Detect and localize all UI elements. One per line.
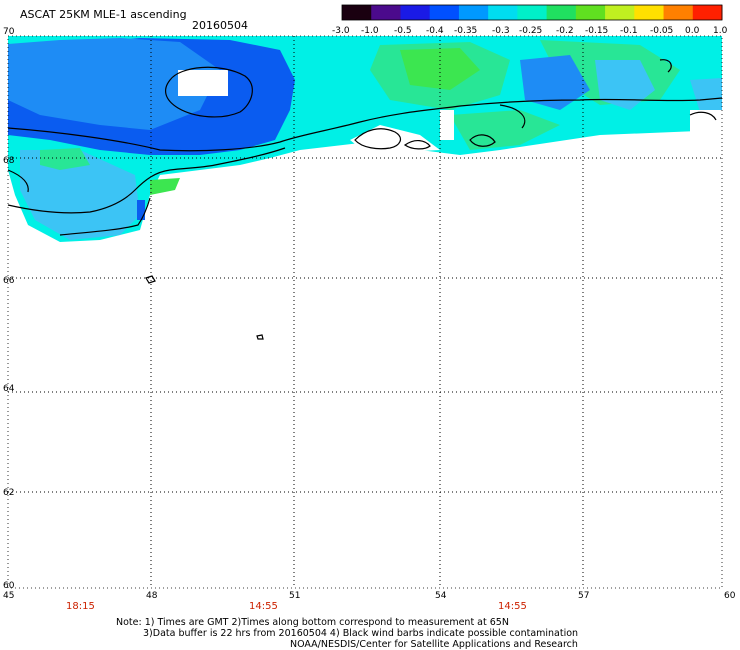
colorbar-label: -0.35	[454, 26, 478, 36]
coast-detail	[469, 134, 496, 147]
data-gap	[178, 70, 228, 96]
map-frame	[7, 35, 723, 589]
kanin-coastline	[7, 147, 286, 214]
swath-green-region	[450, 110, 560, 150]
pass-time-label: 18:15	[66, 601, 95, 612]
map-date: 20160504	[192, 19, 248, 32]
footnote-line-2: 3)Data buffer is 22 hrs from 20160504 4)…	[143, 628, 579, 639]
swath-light-blue-region	[20, 150, 140, 240]
lat-label-64: 64	[3, 384, 15, 394]
colorbar-border	[341, 4, 723, 21]
colorbar-label: -0.05	[650, 26, 674, 36]
coast-detail	[659, 59, 672, 73]
lat-label-62: 62	[3, 488, 15, 498]
colorbar-label: -1.0	[361, 26, 379, 36]
colorbar-swatch	[605, 5, 635, 20]
data-gap	[350, 125, 440, 152]
coast-detail	[689, 111, 717, 121]
swath-mid-blue-region	[8, 38, 220, 130]
coast-detail	[354, 128, 402, 150]
colorbar-swatch	[692, 5, 723, 20]
graticule	[8, 36, 722, 588]
colorbar-label: 0.0	[685, 26, 700, 36]
colorbar-swatch	[429, 5, 460, 20]
island-outline	[145, 275, 156, 284]
swath-bright-green-region	[150, 178, 180, 195]
colorbar-label: -0.1	[620, 26, 638, 36]
colorbar-swatch	[634, 5, 665, 20]
coastline	[7, 59, 723, 340]
colorbar-label: 1.0	[713, 26, 728, 36]
swath-green-region	[40, 148, 90, 170]
lat-label-68: 68	[3, 156, 15, 166]
colorbar-swatch	[342, 5, 372, 20]
swath-deep-blue-region	[137, 200, 145, 220]
data-gap	[440, 110, 454, 140]
white-sea-coastline	[164, 66, 253, 118]
colorbar-swatch	[517, 5, 548, 20]
lon-label-51: 51	[289, 591, 301, 601]
lat-label-70: 70	[3, 27, 15, 37]
colorbar-label: -0.15	[585, 26, 609, 36]
colorbar-label: -0.4	[426, 26, 444, 36]
colorbar-label: -0.2	[556, 26, 574, 36]
colorbar-swatch	[663, 5, 694, 20]
swath-light-blue-region	[690, 78, 722, 112]
lon-label-57: 57	[578, 591, 590, 601]
lon-label-60: 60	[724, 591, 736, 601]
credit-line: NOAA/NESDIS/Center for Satellite Applica…	[290, 639, 578, 650]
colorbar-label: -0.25	[519, 26, 543, 36]
lon-label-48: 48	[146, 591, 158, 601]
colorbar-swatch	[371, 5, 401, 20]
colorbar-graphic	[341, 4, 723, 21]
pass-time-label: 14:55	[498, 601, 527, 612]
colorbar-swatch	[575, 5, 606, 20]
footnote-line-1: Note: 1) Times are GMT 2)Times along bot…	[116, 617, 509, 628]
lon-label-45: 45	[3, 591, 15, 601]
coast-detail	[7, 169, 29, 193]
colorbar-swatch	[458, 5, 489, 20]
lon-label-54: 54	[435, 591, 447, 601]
colorbar-label: -0.5	[394, 26, 412, 36]
colorbar-label: -3.0	[332, 26, 350, 36]
coast-detail	[403, 140, 431, 150]
colorbar-label: -0.3	[492, 26, 510, 36]
colorbar-swatch	[546, 5, 577, 20]
coast-detail	[499, 104, 526, 129]
map-title: ASCAT 25KM MLE-1 ascending	[20, 8, 187, 21]
swath-mid-blue-region	[520, 55, 590, 110]
kola-coastline	[7, 97, 723, 152]
colorbar-swatch	[488, 5, 518, 20]
wind-swath	[8, 36, 722, 242]
colorbar-swatch	[400, 5, 431, 20]
swath-light-blue-region	[595, 60, 655, 110]
lat-label-66: 66	[3, 276, 15, 286]
data-gap	[690, 110, 722, 135]
lat-label-60: 60	[3, 581, 15, 591]
pechora-coastline	[59, 197, 151, 236]
pass-time-label: 14:55	[249, 601, 278, 612]
island-outline	[256, 334, 264, 340]
